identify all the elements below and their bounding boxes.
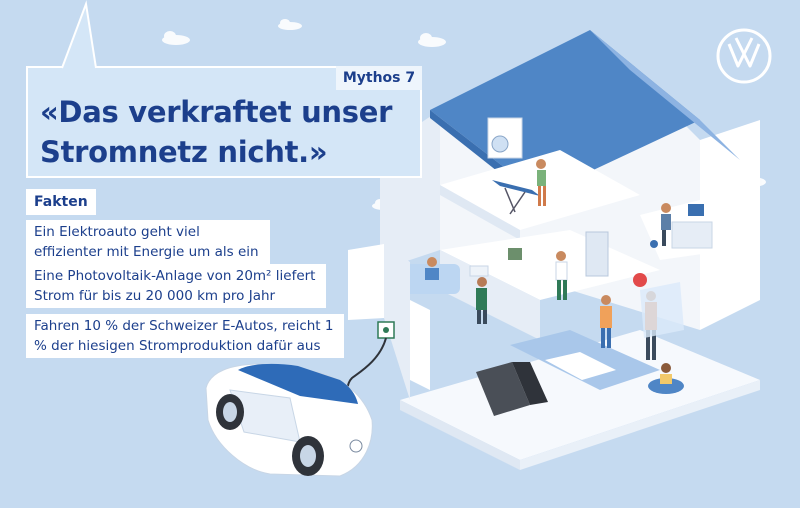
myth-number-tag: Mythos 7: [336, 66, 422, 90]
office: [640, 195, 730, 260]
fact-item: Fahren 10 % der Schweizer E-Autos, reich…: [26, 314, 344, 358]
fact-item: Eine Photovoltaik-Anlage von 20m² liefer…: [26, 264, 326, 308]
upper-floor: [440, 117, 640, 240]
middle-floor: [402, 230, 660, 340]
living-room: [476, 273, 684, 416]
vw-logo: [716, 28, 772, 84]
electric-car: [205, 363, 373, 477]
garage-wall: [346, 244, 430, 405]
myth-title: «Das verkraftet unser Stromnetz nicht.»: [40, 95, 393, 169]
facts-heading: Fakten: [26, 189, 96, 215]
bubble-tail: [61, 0, 97, 69]
ground-platform: [400, 330, 760, 470]
